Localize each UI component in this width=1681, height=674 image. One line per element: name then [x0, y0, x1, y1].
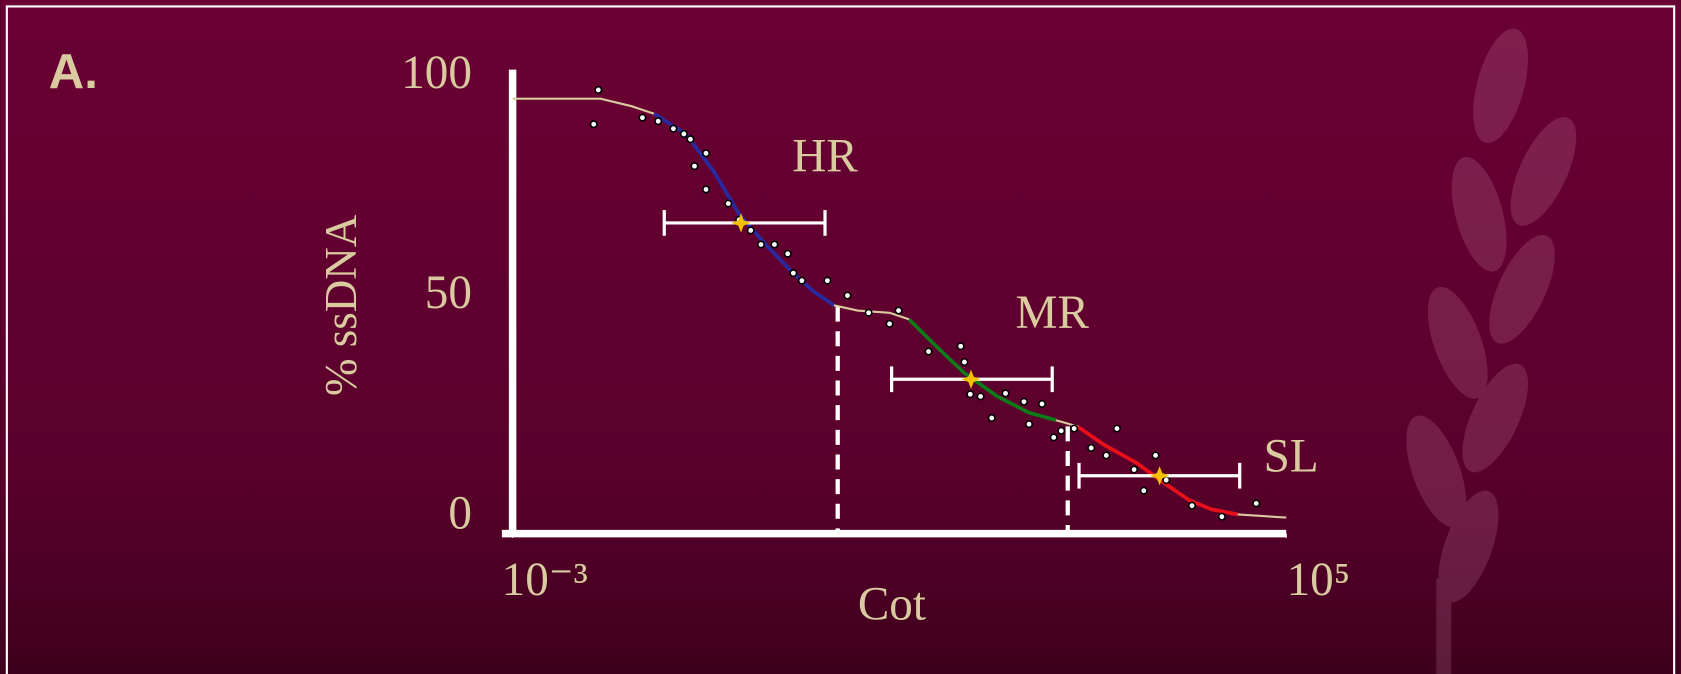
data-point — [925, 348, 931, 354]
data-point — [790, 270, 796, 276]
y-tick-label: 50 — [425, 267, 472, 319]
data-point — [1141, 487, 1147, 493]
data-point — [1219, 513, 1225, 519]
data-point — [591, 121, 597, 127]
data-point — [1253, 500, 1259, 506]
y-tick-label: 0 — [448, 487, 472, 539]
x-tick-label: 10⁻³ — [502, 554, 588, 606]
data-point — [799, 277, 805, 283]
data-point — [1021, 399, 1027, 405]
x-tick-label: 10⁵ — [1287, 554, 1351, 606]
data-point — [977, 393, 983, 399]
data-point — [725, 200, 731, 206]
data-point — [703, 186, 709, 192]
data-point — [1058, 428, 1064, 434]
data-point — [1071, 425, 1077, 431]
data-point — [1002, 390, 1008, 396]
data-point — [1152, 452, 1158, 458]
data-point — [1103, 452, 1109, 458]
data-point — [957, 343, 963, 349]
range-label: MR — [1016, 287, 1090, 339]
data-point — [639, 114, 645, 120]
data-point — [1131, 466, 1137, 472]
data-point — [655, 118, 661, 124]
data-point — [771, 241, 777, 247]
panel-label: A. — [49, 44, 98, 99]
data-point — [691, 163, 697, 169]
data-point — [865, 310, 871, 316]
data-point — [1051, 434, 1057, 440]
data-point — [1189, 502, 1195, 508]
data-point — [681, 131, 687, 137]
data-point — [961, 359, 967, 365]
data-point — [1088, 445, 1094, 451]
data-point — [967, 391, 973, 397]
data-point — [824, 277, 830, 283]
data-point — [703, 150, 709, 156]
y-tick-label: 100 — [401, 47, 472, 99]
data-point — [758, 241, 764, 247]
slide: A. Cot % ssDNA 0 50 100 10⁻³ 10⁵ HR MR SL — [0, 0, 1681, 674]
data-point — [844, 292, 850, 298]
data-point — [989, 415, 995, 421]
data-point — [748, 227, 754, 233]
data-point — [687, 136, 693, 142]
data-point — [886, 321, 892, 327]
range-label: SL — [1264, 431, 1319, 483]
background — [0, 0, 1680, 674]
data-point — [670, 125, 676, 131]
range-label: HR — [792, 131, 858, 183]
data-point — [1039, 401, 1045, 407]
data-point — [785, 251, 791, 257]
data-point — [1163, 477, 1169, 483]
y-axis-label: % ssDNA — [316, 214, 366, 396]
data-point — [1026, 421, 1032, 427]
data-point — [895, 307, 901, 313]
data-point — [1114, 425, 1120, 431]
data-point — [595, 87, 601, 93]
x-axis-label: Cot — [858, 578, 926, 630]
